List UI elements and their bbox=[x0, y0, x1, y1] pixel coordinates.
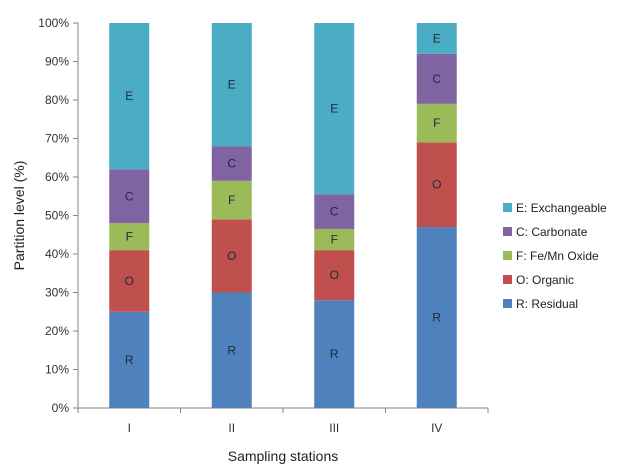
bar-segment-r bbox=[109, 311, 150, 408]
y-tick-label: 0% bbox=[52, 401, 70, 415]
y-tick-label: 50% bbox=[45, 209, 69, 223]
bar-segment-label: O bbox=[227, 249, 236, 263]
x-axis-ticks: I II III IV bbox=[77, 408, 489, 435]
bar-segment-r bbox=[211, 292, 252, 408]
legend-swatch bbox=[503, 203, 512, 212]
legend-label: C: Carbonate bbox=[516, 225, 588, 239]
y-tick-label: 100% bbox=[38, 16, 69, 30]
bar-segment-c bbox=[211, 146, 252, 181]
bar-segment-label: O bbox=[125, 274, 134, 288]
x-axis-title: Sampling stations bbox=[228, 448, 339, 464]
bar-segment-label: R bbox=[330, 347, 339, 361]
bar-segment-label: F bbox=[126, 230, 133, 244]
legend-swatch bbox=[503, 227, 512, 236]
legend-label: F: Fe/Mn Oxide bbox=[516, 249, 599, 263]
bar-segment-r bbox=[416, 227, 457, 408]
bar-segment-label: E bbox=[433, 31, 441, 45]
bar-segment-label: E bbox=[330, 102, 338, 116]
y-tick-label: 30% bbox=[45, 286, 69, 300]
bar-segment-label: O bbox=[330, 268, 339, 282]
bar-segment-e bbox=[109, 23, 150, 170]
y-axis-title: Partition level (%) bbox=[11, 161, 27, 271]
bar-segment-label: E bbox=[125, 89, 133, 103]
y-tick-label: 80% bbox=[45, 93, 69, 107]
legend: E: Exchangeable C: Carbonate F: Fe/Mn Oxid… bbox=[503, 201, 607, 311]
bar-segment-o bbox=[314, 250, 355, 301]
legend-label: R: Residual bbox=[516, 297, 578, 311]
bar-segment-label: E bbox=[228, 78, 236, 92]
x-tick-label: II bbox=[228, 421, 235, 435]
bar-segment-e bbox=[314, 23, 355, 195]
bar-segment-o bbox=[416, 142, 457, 228]
x-tick-label: III bbox=[329, 421, 339, 435]
legend-swatch bbox=[503, 251, 512, 260]
bar-segment-e bbox=[416, 23, 457, 54]
legend-swatch bbox=[503, 299, 512, 308]
legend-label: E: Exchangeable bbox=[516, 201, 607, 215]
legend-swatch bbox=[503, 275, 512, 284]
bar-segment-c bbox=[416, 53, 457, 104]
x-tick-label: I bbox=[128, 421, 131, 435]
bar-segment-label: F bbox=[331, 233, 338, 247]
bar-segment-o bbox=[211, 219, 252, 293]
x-tick-label: IV bbox=[431, 421, 442, 435]
y-tick-label: 60% bbox=[45, 170, 69, 184]
bar-segment-label: R bbox=[432, 311, 441, 325]
bar-segment-label: C bbox=[432, 72, 441, 86]
bar-segment-f bbox=[211, 180, 252, 220]
bar-segment-label: C bbox=[330, 205, 339, 219]
bar-segment-c bbox=[314, 194, 355, 229]
legend-label: O: Organic bbox=[516, 273, 574, 287]
bar-segment-f bbox=[109, 223, 150, 251]
y-tick-label: 70% bbox=[45, 132, 69, 146]
bar-segment-f bbox=[314, 228, 355, 251]
bar-segment-label: R bbox=[227, 343, 236, 357]
bar-segment-label: O bbox=[432, 178, 441, 192]
bar-segment-label: C bbox=[227, 157, 236, 171]
y-tick-label: 10% bbox=[45, 363, 69, 377]
bar-segment-label: R bbox=[125, 353, 134, 367]
bar-segment-f bbox=[416, 103, 457, 143]
bar-segment-label: C bbox=[125, 189, 134, 203]
y-tick-label: 90% bbox=[45, 55, 69, 69]
bar-segment-c bbox=[109, 169, 150, 224]
bar-segment-o bbox=[109, 250, 150, 312]
bar-segment-r bbox=[314, 300, 355, 408]
bar-segment-label: F bbox=[433, 116, 440, 130]
bar-segment-e bbox=[211, 23, 252, 147]
y-axis-ticks: 0% 10% 20% 30% 40% 50% 60% 70% 80% 90% 100% bbox=[38, 16, 78, 415]
bar-segment-label: F bbox=[228, 193, 235, 207]
y-tick-label: 40% bbox=[45, 247, 69, 261]
y-tick-label: 20% bbox=[45, 324, 69, 338]
